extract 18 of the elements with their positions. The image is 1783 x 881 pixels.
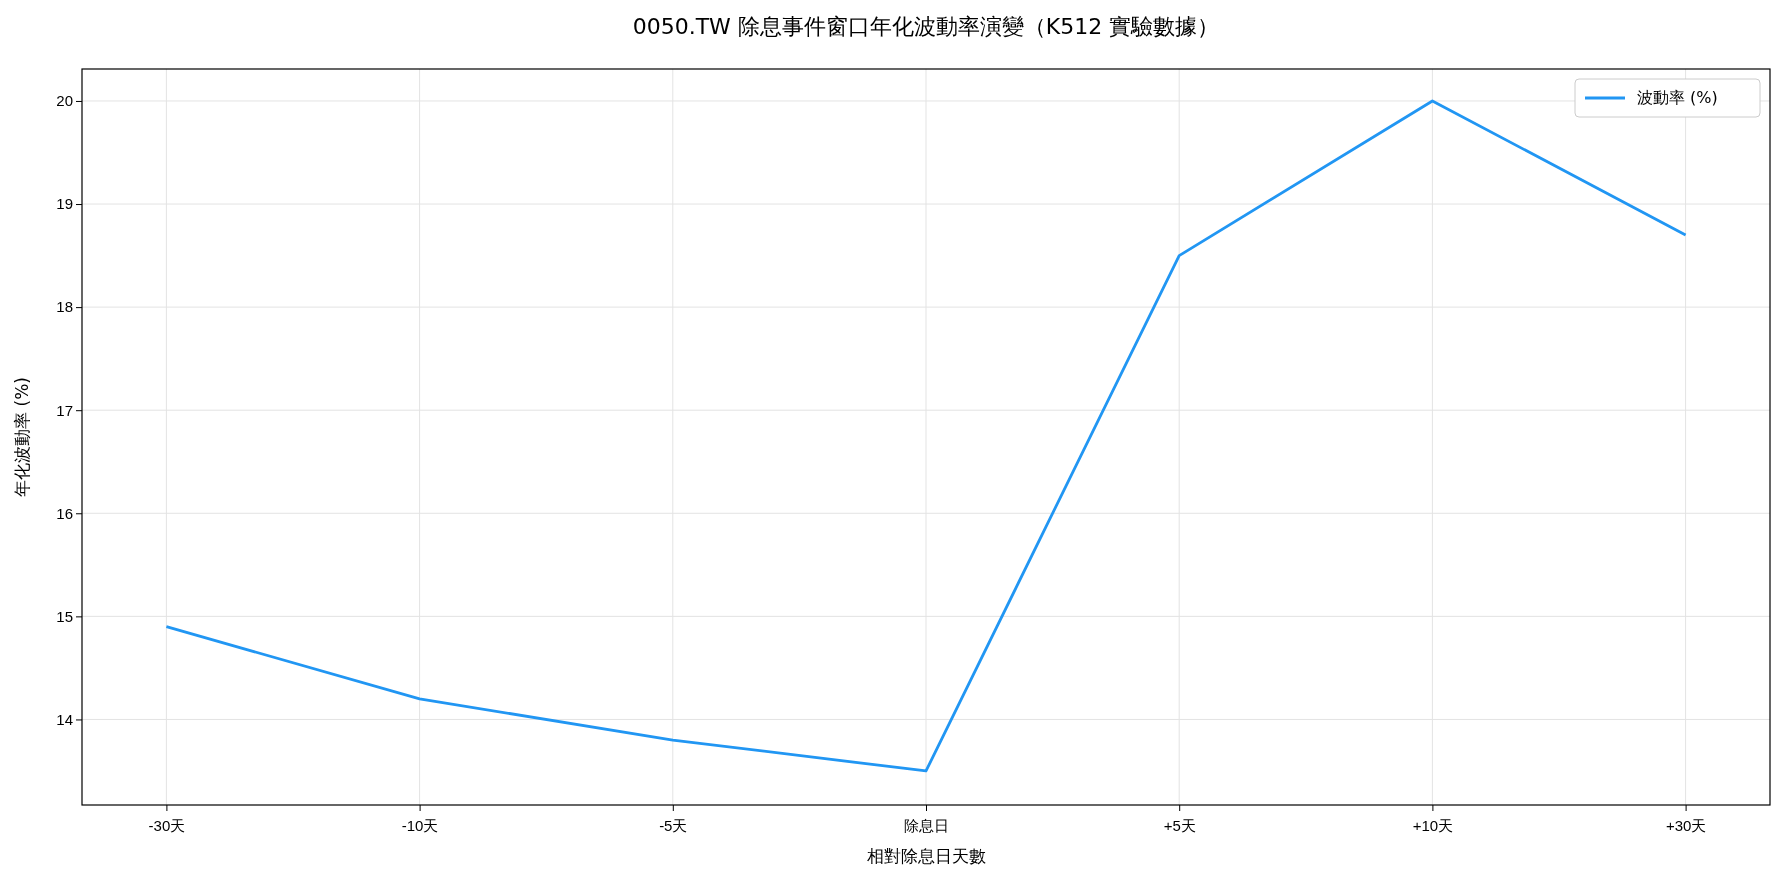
x-tick-label: +5天 (1163, 816, 1196, 834)
legend-label: 波動率 (%) (1637, 88, 1718, 107)
x-tick-label: -30天 (148, 816, 186, 834)
x-tick-label: +30天 (1665, 816, 1707, 834)
chart-title: 0050.TW 除息事件窗口年化波動率演變（K512 實驗數據） (632, 14, 1220, 39)
x-tick-label: +10天 (1412, 816, 1454, 834)
y-tick-label: 14 (56, 710, 73, 728)
x-axis-title: 相對除息日天數 (866, 846, 986, 866)
x-tick-label: -5天 (659, 816, 688, 834)
x-tick-label: -10天 (401, 816, 439, 834)
y-tick-label: 16 (56, 504, 73, 522)
y-axis-title: 年化波動率 (%) (12, 377, 32, 497)
y-tick-label: 19 (56, 195, 73, 213)
y-tick-label: 17 (56, 401, 73, 419)
y-tick-label: 15 (56, 607, 73, 625)
x-tick-label: 除息日 (904, 816, 949, 834)
y-tick-label: 18 (56, 298, 73, 316)
y-tick-label: 20 (56, 92, 73, 110)
